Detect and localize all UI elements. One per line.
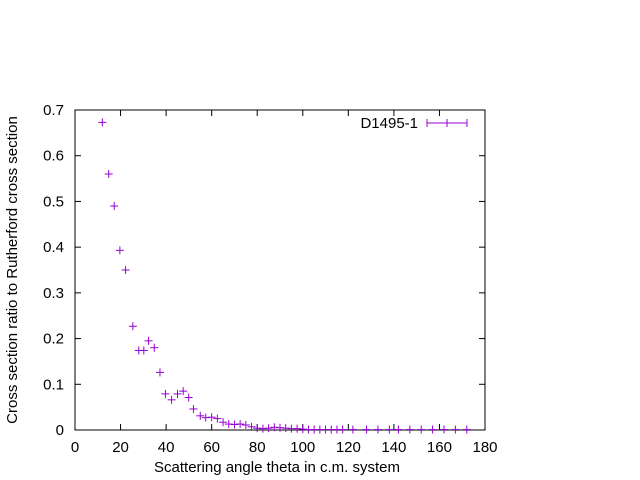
data-point [451, 425, 460, 434]
data-point [173, 389, 182, 398]
data-point [247, 422, 256, 431]
x-tick-label: 0 [71, 439, 79, 456]
data-point [405, 425, 414, 434]
data-point [338, 425, 347, 434]
data-point [207, 413, 216, 422]
y-axis-title: Cross section ratio to Rutherford cross … [4, 116, 21, 424]
data-point [98, 118, 107, 127]
x-tick-label: 80 [249, 439, 266, 456]
x-tick-label: 140 [381, 439, 406, 456]
data-point [161, 389, 170, 398]
x-tick-label: 40 [158, 439, 175, 456]
x-tick-label: 120 [336, 439, 361, 456]
y-tick-label: 0.1 [43, 376, 64, 393]
x-tick-label: 160 [427, 439, 452, 456]
data-point [428, 425, 437, 434]
plot-frame [74, 109, 486, 431]
y-tick-label: 0.3 [43, 285, 64, 302]
data-point [385, 425, 394, 434]
y-tick-label: 0.6 [43, 148, 64, 165]
data-series [98, 118, 471, 434]
data-point [373, 425, 382, 434]
x-axis-title: Scattering angle theta in c.m. system [154, 459, 400, 476]
y-axis: 0 0.1 0.2 0.3 0.4 0.5 0.6 0.7 [43, 102, 485, 439]
data-point [189, 404, 198, 413]
data-point [115, 246, 124, 255]
data-point [150, 343, 159, 352]
y-tick-label: 0.5 [43, 193, 64, 210]
data-point [264, 424, 273, 433]
data-point [110, 202, 119, 210]
data-point [462, 425, 471, 434]
legend-label: D1495-1 [360, 115, 418, 132]
y-tick-label: 0.2 [43, 331, 64, 348]
data-point [219, 418, 228, 427]
data-point [440, 425, 448, 434]
x-tick-label: 20 [112, 439, 129, 456]
x-axis: 0 20 40 60 80 100 120 140 160 180 [71, 110, 498, 456]
data-point [104, 170, 113, 178]
data-point [417, 425, 426, 434]
legend-marker [426, 119, 468, 127]
data-point [394, 425, 403, 434]
data-point [155, 368, 164, 377]
data-point [179, 387, 188, 396]
y-tick-label: 0.7 [43, 102, 64, 119]
data-point [236, 420, 245, 429]
data-point [213, 414, 222, 423]
data-point [144, 336, 153, 345]
data-point [139, 346, 148, 355]
data-point [241, 420, 250, 429]
data-point [121, 266, 130, 274]
plot-border [74, 109, 486, 431]
x-tick-label: 100 [290, 439, 315, 456]
data-point [362, 425, 371, 434]
data-point [184, 393, 193, 402]
y-tick-label: 0.4 [43, 239, 64, 256]
data-point [167, 395, 176, 404]
data-point [196, 411, 205, 420]
x-tick-label: 60 [203, 439, 220, 456]
data-point [128, 322, 137, 331]
y-tick-label: 0 [56, 422, 64, 439]
legend: D1495-1 [360, 115, 468, 132]
data-point [348, 425, 357, 434]
x-tick-label: 180 [472, 439, 497, 456]
